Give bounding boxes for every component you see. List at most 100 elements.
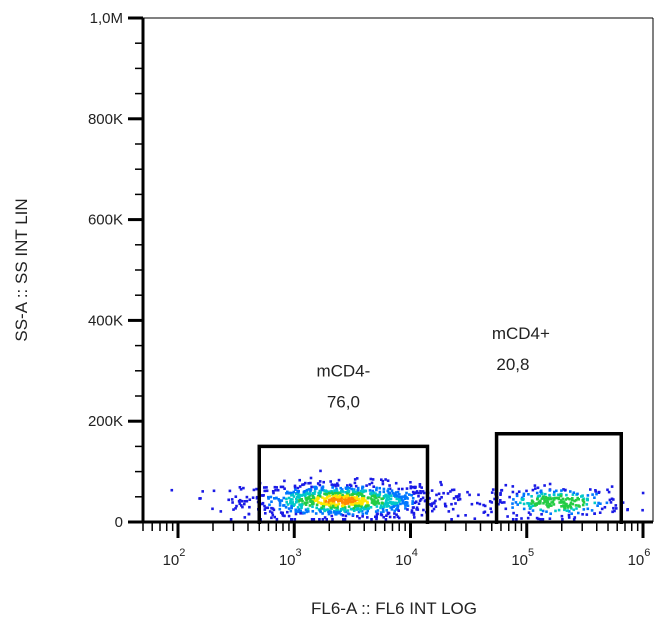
event-dot (283, 479, 286, 483)
event-dot (358, 500, 361, 504)
event-dot (360, 505, 363, 508)
event-dot (314, 485, 318, 489)
event-dot (406, 508, 409, 511)
event-dot (581, 513, 584, 516)
event-dot (300, 494, 304, 497)
event-dot (241, 505, 244, 509)
event-dot (387, 487, 390, 491)
event-dot (302, 493, 305, 497)
event-dot (360, 510, 364, 513)
event-dot (315, 503, 319, 507)
event-dot (535, 503, 538, 506)
event-dot (370, 498, 374, 501)
event-dot (571, 497, 574, 500)
event-dot (287, 514, 291, 518)
event-dot (410, 494, 414, 497)
event-dot (352, 509, 356, 512)
event-dot (381, 479, 385, 483)
event-dot (387, 495, 390, 498)
event-dot (316, 482, 320, 485)
event-dot (339, 496, 343, 500)
event-dot (299, 493, 302, 497)
event-dot (350, 503, 353, 506)
event-dot (614, 504, 618, 507)
event-dot (571, 493, 575, 496)
event-dot (345, 494, 348, 498)
event-dot (271, 513, 275, 517)
event-dot (298, 498, 302, 502)
event-dot (248, 498, 252, 501)
event-dot (417, 502, 421, 505)
event-dot (343, 507, 347, 511)
event-dot (526, 502, 529, 505)
event-dot (318, 509, 322, 513)
event-dot (582, 501, 586, 504)
event-dot (229, 518, 233, 521)
event-dot (335, 489, 339, 493)
event-dot (418, 499, 422, 502)
event-dot (420, 486, 423, 489)
event-dot (515, 494, 519, 498)
event-dot (382, 495, 386, 498)
event-dot (557, 508, 561, 512)
event-dot (641, 491, 645, 495)
event-dot (490, 501, 494, 504)
event-dot (284, 506, 288, 509)
event-dot (350, 496, 353, 500)
event-dot (447, 510, 451, 513)
event-dot (343, 502, 347, 505)
event-dot (330, 499, 333, 503)
event-dot (283, 487, 286, 490)
event-dot (289, 501, 292, 505)
event-dot (409, 486, 413, 490)
event-dot (283, 514, 286, 518)
event-dot (301, 483, 304, 487)
event-dot (621, 501, 625, 504)
event-dot (306, 501, 309, 504)
event-dot (376, 499, 380, 502)
gate-layer: mCD4- 76,0 mCD4+ 20,8 (257, 324, 624, 524)
event-dot (330, 489, 333, 493)
event-dot (324, 508, 327, 512)
event-dot (391, 491, 395, 495)
x-tick-label: 106 (628, 547, 651, 569)
event-dot (281, 485, 285, 489)
event-dot (341, 493, 344, 497)
event-dot (198, 497, 201, 500)
event-dot (493, 497, 496, 501)
event-dot (295, 497, 298, 501)
event-dot (536, 486, 540, 490)
event-dot (428, 497, 431, 500)
event-dot (360, 508, 363, 511)
event-dot (356, 494, 360, 498)
event-dot (385, 497, 389, 500)
event-dot (559, 499, 563, 502)
event-dot (542, 502, 545, 505)
event-dot (450, 518, 453, 521)
event-dot (351, 492, 355, 495)
event-dot (297, 499, 300, 502)
event-dot (422, 508, 425, 512)
event-dot (298, 485, 302, 488)
event-dot (548, 504, 551, 507)
event-dot (268, 503, 271, 507)
event-dot (482, 511, 486, 514)
x-tick-exponent: 2 (179, 547, 185, 559)
event-dot (323, 492, 326, 496)
event-dot (545, 503, 548, 506)
event-dot (411, 485, 415, 489)
event-dot (519, 501, 522, 505)
event-dot (442, 491, 445, 495)
event-dot (586, 507, 590, 511)
event-dot (335, 497, 338, 501)
event-dot (247, 512, 251, 516)
event-dot (391, 501, 395, 504)
event-dot (346, 488, 350, 492)
event-dot (585, 513, 589, 516)
event-dot (531, 488, 535, 492)
event-dot (336, 492, 339, 495)
event-dot (386, 489, 389, 493)
event-dot (271, 490, 275, 493)
event-dot (564, 488, 567, 492)
event-dot (321, 502, 324, 505)
